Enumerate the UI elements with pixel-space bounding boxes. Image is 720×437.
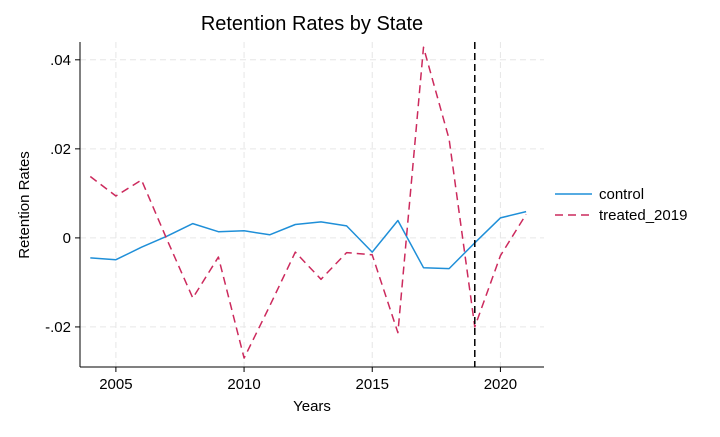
series-line-treated-2019 — [89, 46, 527, 359]
y-tick-label: 0 — [63, 230, 71, 247]
y-tick-label: -.02 — [45, 319, 71, 336]
legend-label-treated-2019: treated_2019 — [599, 207, 687, 224]
chart-title: Retention Rates by State — [201, 13, 423, 35]
y-tick-label: .04 — [50, 52, 71, 69]
y-tick-label: .02 — [50, 141, 71, 158]
axes — [79, 42, 544, 368]
x-tick-label: 2005 — [99, 376, 132, 393]
series-line-control — [90, 210, 527, 270]
x-tick-label: 2020 — [484, 376, 517, 393]
legend: control treated_2019 — [555, 186, 687, 224]
legend-label-control: control — [599, 186, 644, 203]
x-tick-label: 2015 — [356, 376, 389, 393]
x-tick-label: 2010 — [227, 376, 260, 393]
series — [89, 46, 527, 359]
grid — [80, 42, 544, 367]
x-axis-label: Years — [293, 398, 331, 415]
y-axis-label: Retention Rates — [16, 151, 33, 259]
legend-item-control: control — [555, 186, 644, 203]
legend-item-treated-2019: treated_2019 — [555, 207, 687, 224]
ticks: .04 .02 0 -.02 2005 2010 2015 2020 — [45, 52, 517, 393]
